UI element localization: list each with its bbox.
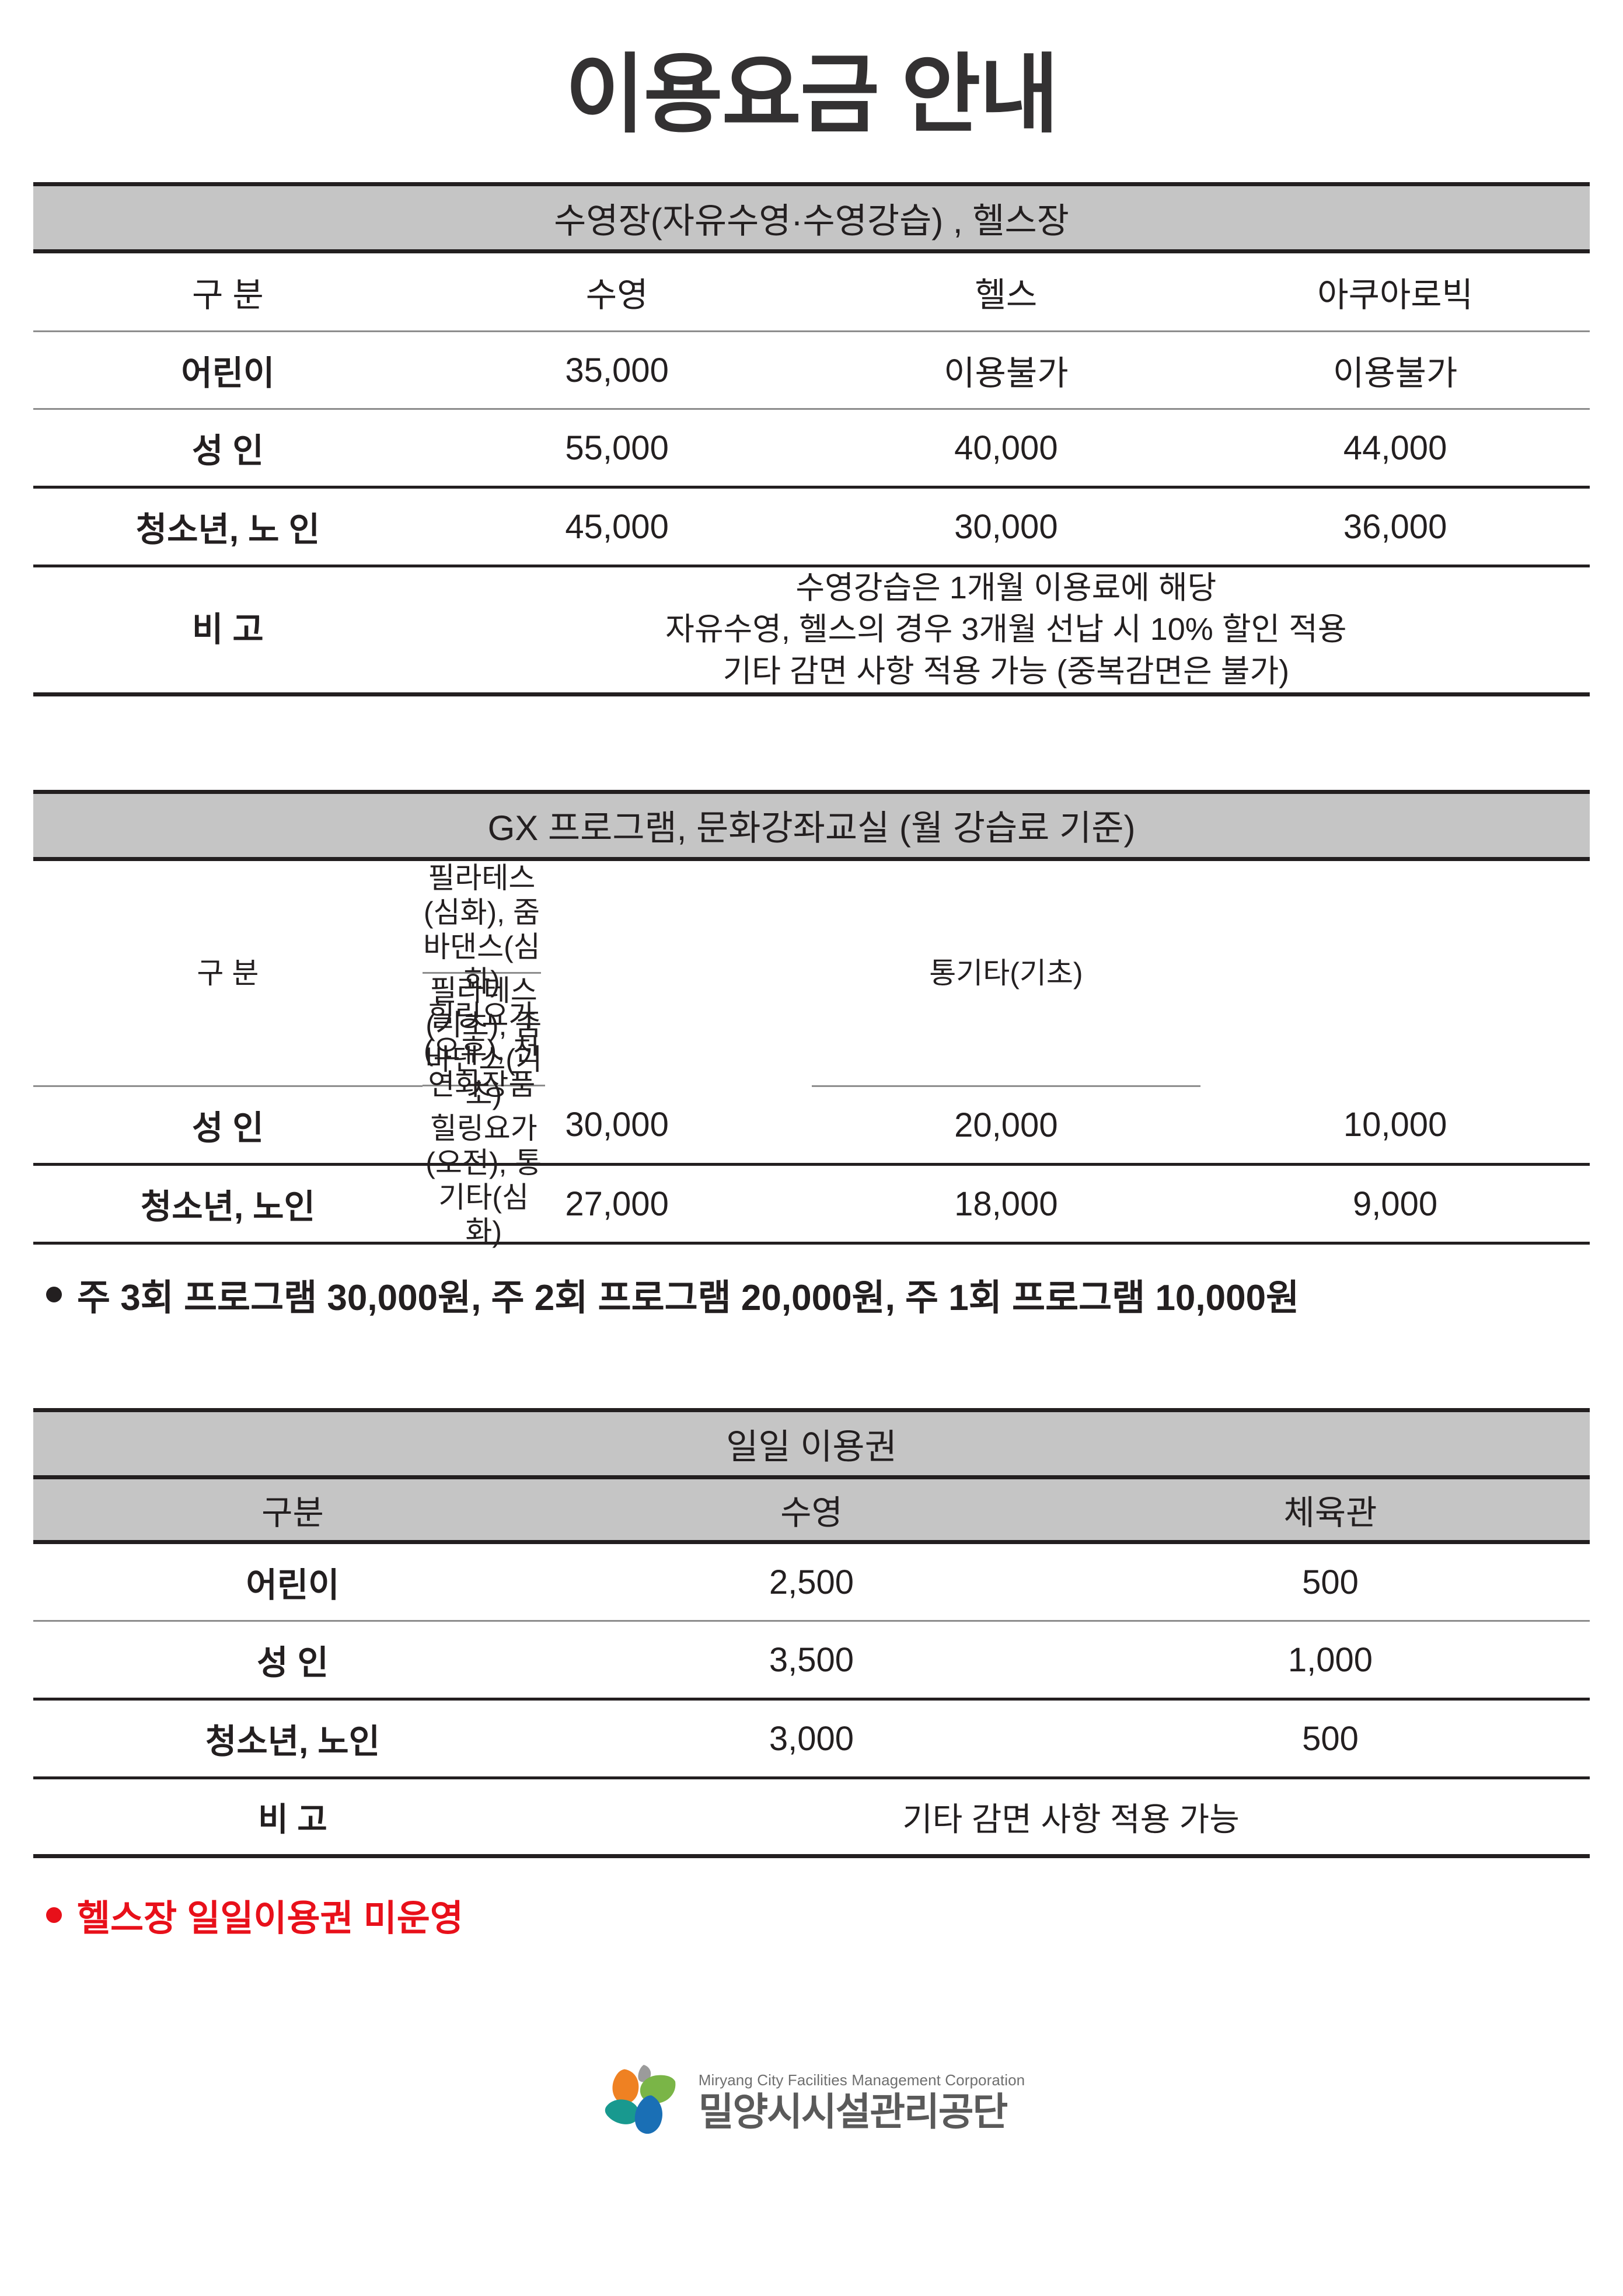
daily-col-gymhall: 체육관 [1071, 1477, 1590, 1545]
gx-band-row: GX 프로그램, 문화강좌교실 (월 강습료 기준) [33, 789, 1590, 861]
miryang-pinwheel-logo-icon [605, 2065, 676, 2134]
swim-gym-row1-aqua: 44,000 [1200, 409, 1590, 489]
daily-row0-swim: 2,500 [552, 1542, 1071, 1622]
daily-row1-swim: 3,500 [552, 1621, 1071, 1701]
daily-col-category: 구분 [33, 1477, 552, 1545]
daily-red-note: 헬스장 일일이용권 미운영 [33, 1889, 1590, 1941]
swim-gym-row0-label: 어린이 [33, 331, 423, 410]
gx-row1-basic: 18,000 [811, 1164, 1201, 1245]
swim-gym-col-aqua: 아쿠아로빅 [1200, 251, 1590, 333]
logo-text-block: Miryang City Facilities Management Corpo… [699, 2072, 1025, 2131]
swim-gym-col-category: 구 분 [33, 251, 423, 333]
swim-gym-row2-swim: 45,000 [422, 487, 812, 568]
swim-gym-col-swim: 수영 [422, 251, 812, 333]
gx-row1-label: 청소년, 노인 [33, 1164, 423, 1245]
spacer-after-table-1 [33, 696, 1590, 790]
swim-gym-row2-label: 청소년, 노 인 [33, 487, 423, 568]
daily-row0-gymhall: 500 [1071, 1542, 1590, 1622]
gx-header-row: 구 분 필라테스(심화), 줌바댄스(심화) 힐링요가(오후), 천연화장품 필… [33, 859, 1590, 1248]
daily-header-row: 구분 수영 체육관 [33, 1477, 1590, 1545]
swim-gym-row2-gym: 30,000 [811, 487, 1201, 568]
table-row: 성 인 55,000 40,000 44,000 [33, 409, 1590, 489]
swim-gym-row1-gym: 40,000 [811, 409, 1201, 489]
gx-bullet-note: 주 3회 프로그램 30,000원, 주 2회 프로그램 20,000원, 주 … [33, 1268, 1590, 1321]
gx-col-guitar: 통기타(기초) [811, 859, 1201, 1088]
swim-gym-row2-aqua: 36,000 [1200, 487, 1590, 568]
bullet-dot-icon [46, 1907, 62, 1923]
gx-row0-label: 성 인 [33, 1086, 423, 1166]
table-row: 어린이 35,000 이용불가 이용불가 [33, 331, 1590, 410]
gx-row1-advanced: 27,000 [422, 1164, 812, 1245]
logo-english-name: Miryang City Facilities Management Corpo… [698, 2071, 1025, 2089]
table-row: 성 인 3,500 1,000 [33, 1621, 1590, 1701]
swim-gym-band-row: 수영장(자유수영·수영강습) , 헬스장 [33, 182, 1590, 254]
page-title: 이용요금 안내 [565, 47, 1059, 143]
table-row: 청소년, 노인 3,000 500 [33, 1699, 1590, 1780]
gx-row1-guitar: 9,000 [1200, 1164, 1590, 1245]
gx-band-title: GX 프로그램, 문화강좌교실 (월 강습료 기준) [33, 789, 1590, 861]
table-row: 어린이 2,500 500 [33, 1542, 1590, 1622]
table-row: 청소년, 노인 27,000 18,000 9,000 [33, 1164, 1590, 1245]
daily-row1-label: 성 인 [33, 1621, 552, 1701]
gx-col-category: 구 분 [33, 859, 423, 1088]
bullet-dot-icon [46, 1286, 62, 1302]
swim-gym-row1-swim: 55,000 [422, 409, 812, 489]
daily-col-swim: 수영 [552, 1477, 1071, 1545]
logo-korean-name: 밀양시시설관리공단 [698, 2090, 1008, 2134]
daily-row2-gymhall: 500 [1071, 1699, 1590, 1780]
swim-gym-fee-table: 수영장(자유수영·수영강습) , 헬스장 구 분 수영 헬스 아쿠아로빅 어린이… [33, 182, 1590, 696]
gx-row0-guitar: 10,000 [1200, 1086, 1590, 1166]
daily-band-title: 일일 이용권 [33, 1408, 1590, 1480]
swim-gym-band-title: 수영장(자유수영·수영강습) , 헬스장 [33, 182, 1590, 254]
daily-row2-label: 청소년, 노인 [33, 1699, 552, 1780]
daily-band-row: 일일 이용권 [33, 1408, 1590, 1480]
gx-row0-advanced: 30,000 [422, 1086, 812, 1166]
swim-gym-row0-aqua: 이용불가 [1200, 331, 1590, 410]
table-row: 청소년, 노 인 45,000 30,000 36,000 [33, 487, 1590, 568]
swim-gym-remarks-text: 수영강습은 1개월 이용료에 해당 자유수영, 헬스의 경우 3개월 선납 시 … [422, 566, 1590, 696]
swim-gym-remarks-row: 비 고 수영강습은 1개월 이용료에 해당 자유수영, 헬스의 경우 3개월 선… [33, 566, 1590, 696]
daily-pass-fee-table: 일일 이용권 구분 수영 체육관 어린이 2,500 500 성 인 3,500… [33, 1408, 1590, 1859]
spacer-after-table-2 [33, 1321, 1590, 1408]
swim-gym-remarks-lines: 수영강습은 1개월 이용료에 해당 자유수영, 헬스의 경우 3개월 선납 시 … [665, 570, 1347, 689]
swim-gym-remarks-label: 비 고 [33, 566, 423, 696]
gx-program-fee-table: GX 프로그램, 문화강좌교실 (월 강습료 기준) 구 분 필라테스(심화),… [33, 789, 1590, 1248]
table-row: 성 인 30,000 20,000 10,000 [33, 1086, 1590, 1166]
gx-col-advanced: 필라테스(심화), 줌바댄스(심화) 힐링요가(오후), 천연화장품 [422, 861, 542, 1101]
daily-remarks-text: 기타 감면 사항 적용 가능 [552, 1778, 1590, 1859]
daily-row2-swim: 3,000 [552, 1699, 1071, 1780]
swim-gym-header-row: 구 분 수영 헬스 아쿠아로빅 [33, 251, 1590, 333]
daily-red-note-text: 헬스장 일일이용권 미운영 [77, 1898, 463, 1939]
organization-logo: Miryang City Facilities Management Corpo… [33, 2058, 1590, 2145]
swim-gym-col-gym: 헬스 [811, 251, 1201, 333]
swim-gym-row0-gym: 이용불가 [811, 331, 1201, 410]
gx-row0-basic: 20,000 [811, 1086, 1201, 1166]
gx-bullet-note-text: 주 3회 프로그램 30,000원, 주 2회 프로그램 20,000원, 주 … [77, 1278, 1300, 1319]
swim-gym-row0-swim: 35,000 [422, 331, 812, 410]
daily-row0-label: 어린이 [33, 1542, 552, 1622]
gx-col-basic: 필라테스(기초), 줌바댄스(기초) 힐링요가(오전), 통기타(심화) [422, 974, 545, 1248]
daily-remarks-row: 비 고 기타 감면 사항 적용 가능 [33, 1778, 1590, 1859]
swim-gym-row1-label: 성 인 [33, 409, 423, 489]
daily-row1-gymhall: 1,000 [1071, 1621, 1590, 1701]
daily-remarks-label: 비 고 [33, 1778, 552, 1859]
